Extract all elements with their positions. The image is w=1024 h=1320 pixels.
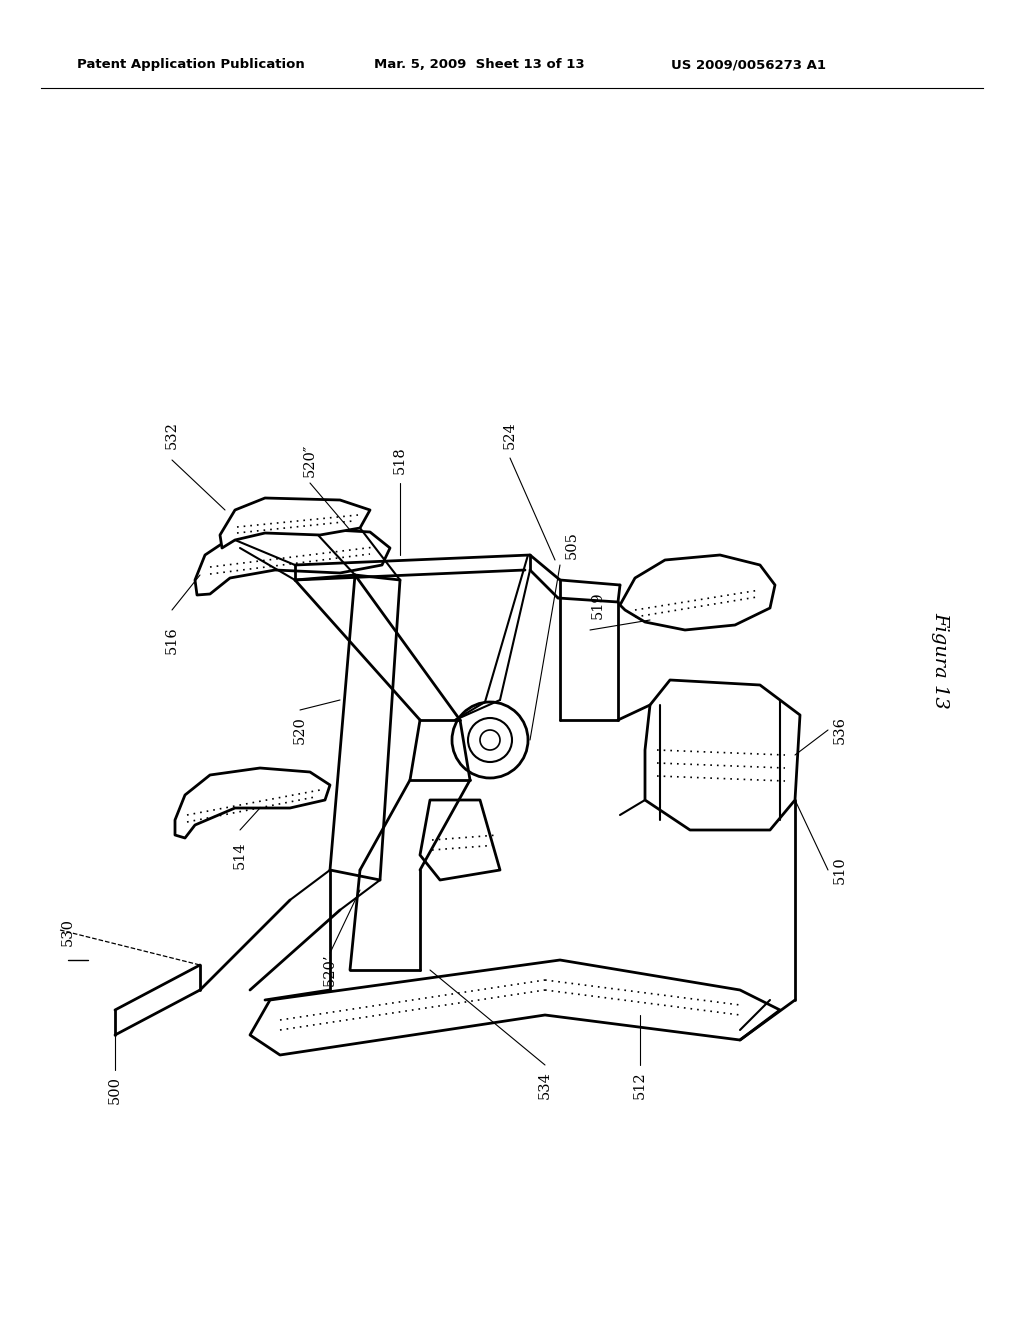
Text: 505: 505 bbox=[565, 531, 579, 558]
Polygon shape bbox=[195, 528, 390, 595]
Text: 516: 516 bbox=[165, 626, 179, 653]
Text: 518: 518 bbox=[393, 446, 407, 474]
Text: 520″: 520″ bbox=[303, 444, 317, 477]
Text: 519: 519 bbox=[591, 591, 605, 619]
Circle shape bbox=[468, 718, 512, 762]
Polygon shape bbox=[175, 768, 330, 838]
Polygon shape bbox=[620, 554, 775, 630]
Text: 512: 512 bbox=[633, 1072, 647, 1098]
Text: Patent Application Publication: Patent Application Publication bbox=[77, 58, 304, 71]
Text: US 2009/0056273 A1: US 2009/0056273 A1 bbox=[671, 58, 825, 71]
Polygon shape bbox=[645, 680, 800, 830]
Text: 510: 510 bbox=[833, 857, 847, 884]
Polygon shape bbox=[220, 498, 370, 548]
Text: 500: 500 bbox=[108, 1076, 122, 1104]
Text: 530: 530 bbox=[61, 917, 75, 946]
Text: Figura 13: Figura 13 bbox=[931, 611, 949, 709]
Polygon shape bbox=[420, 800, 500, 880]
Text: 534: 534 bbox=[538, 1071, 552, 1100]
Text: 536: 536 bbox=[833, 715, 847, 744]
Text: Mar. 5, 2009  Sheet 13 of 13: Mar. 5, 2009 Sheet 13 of 13 bbox=[374, 58, 585, 71]
Circle shape bbox=[480, 730, 500, 750]
Text: 520’: 520’ bbox=[323, 954, 337, 986]
Text: 524: 524 bbox=[503, 421, 517, 449]
Text: 514: 514 bbox=[233, 841, 247, 869]
Text: 532: 532 bbox=[165, 421, 179, 449]
Circle shape bbox=[452, 702, 528, 777]
Text: 520: 520 bbox=[293, 715, 307, 744]
Polygon shape bbox=[250, 960, 780, 1055]
